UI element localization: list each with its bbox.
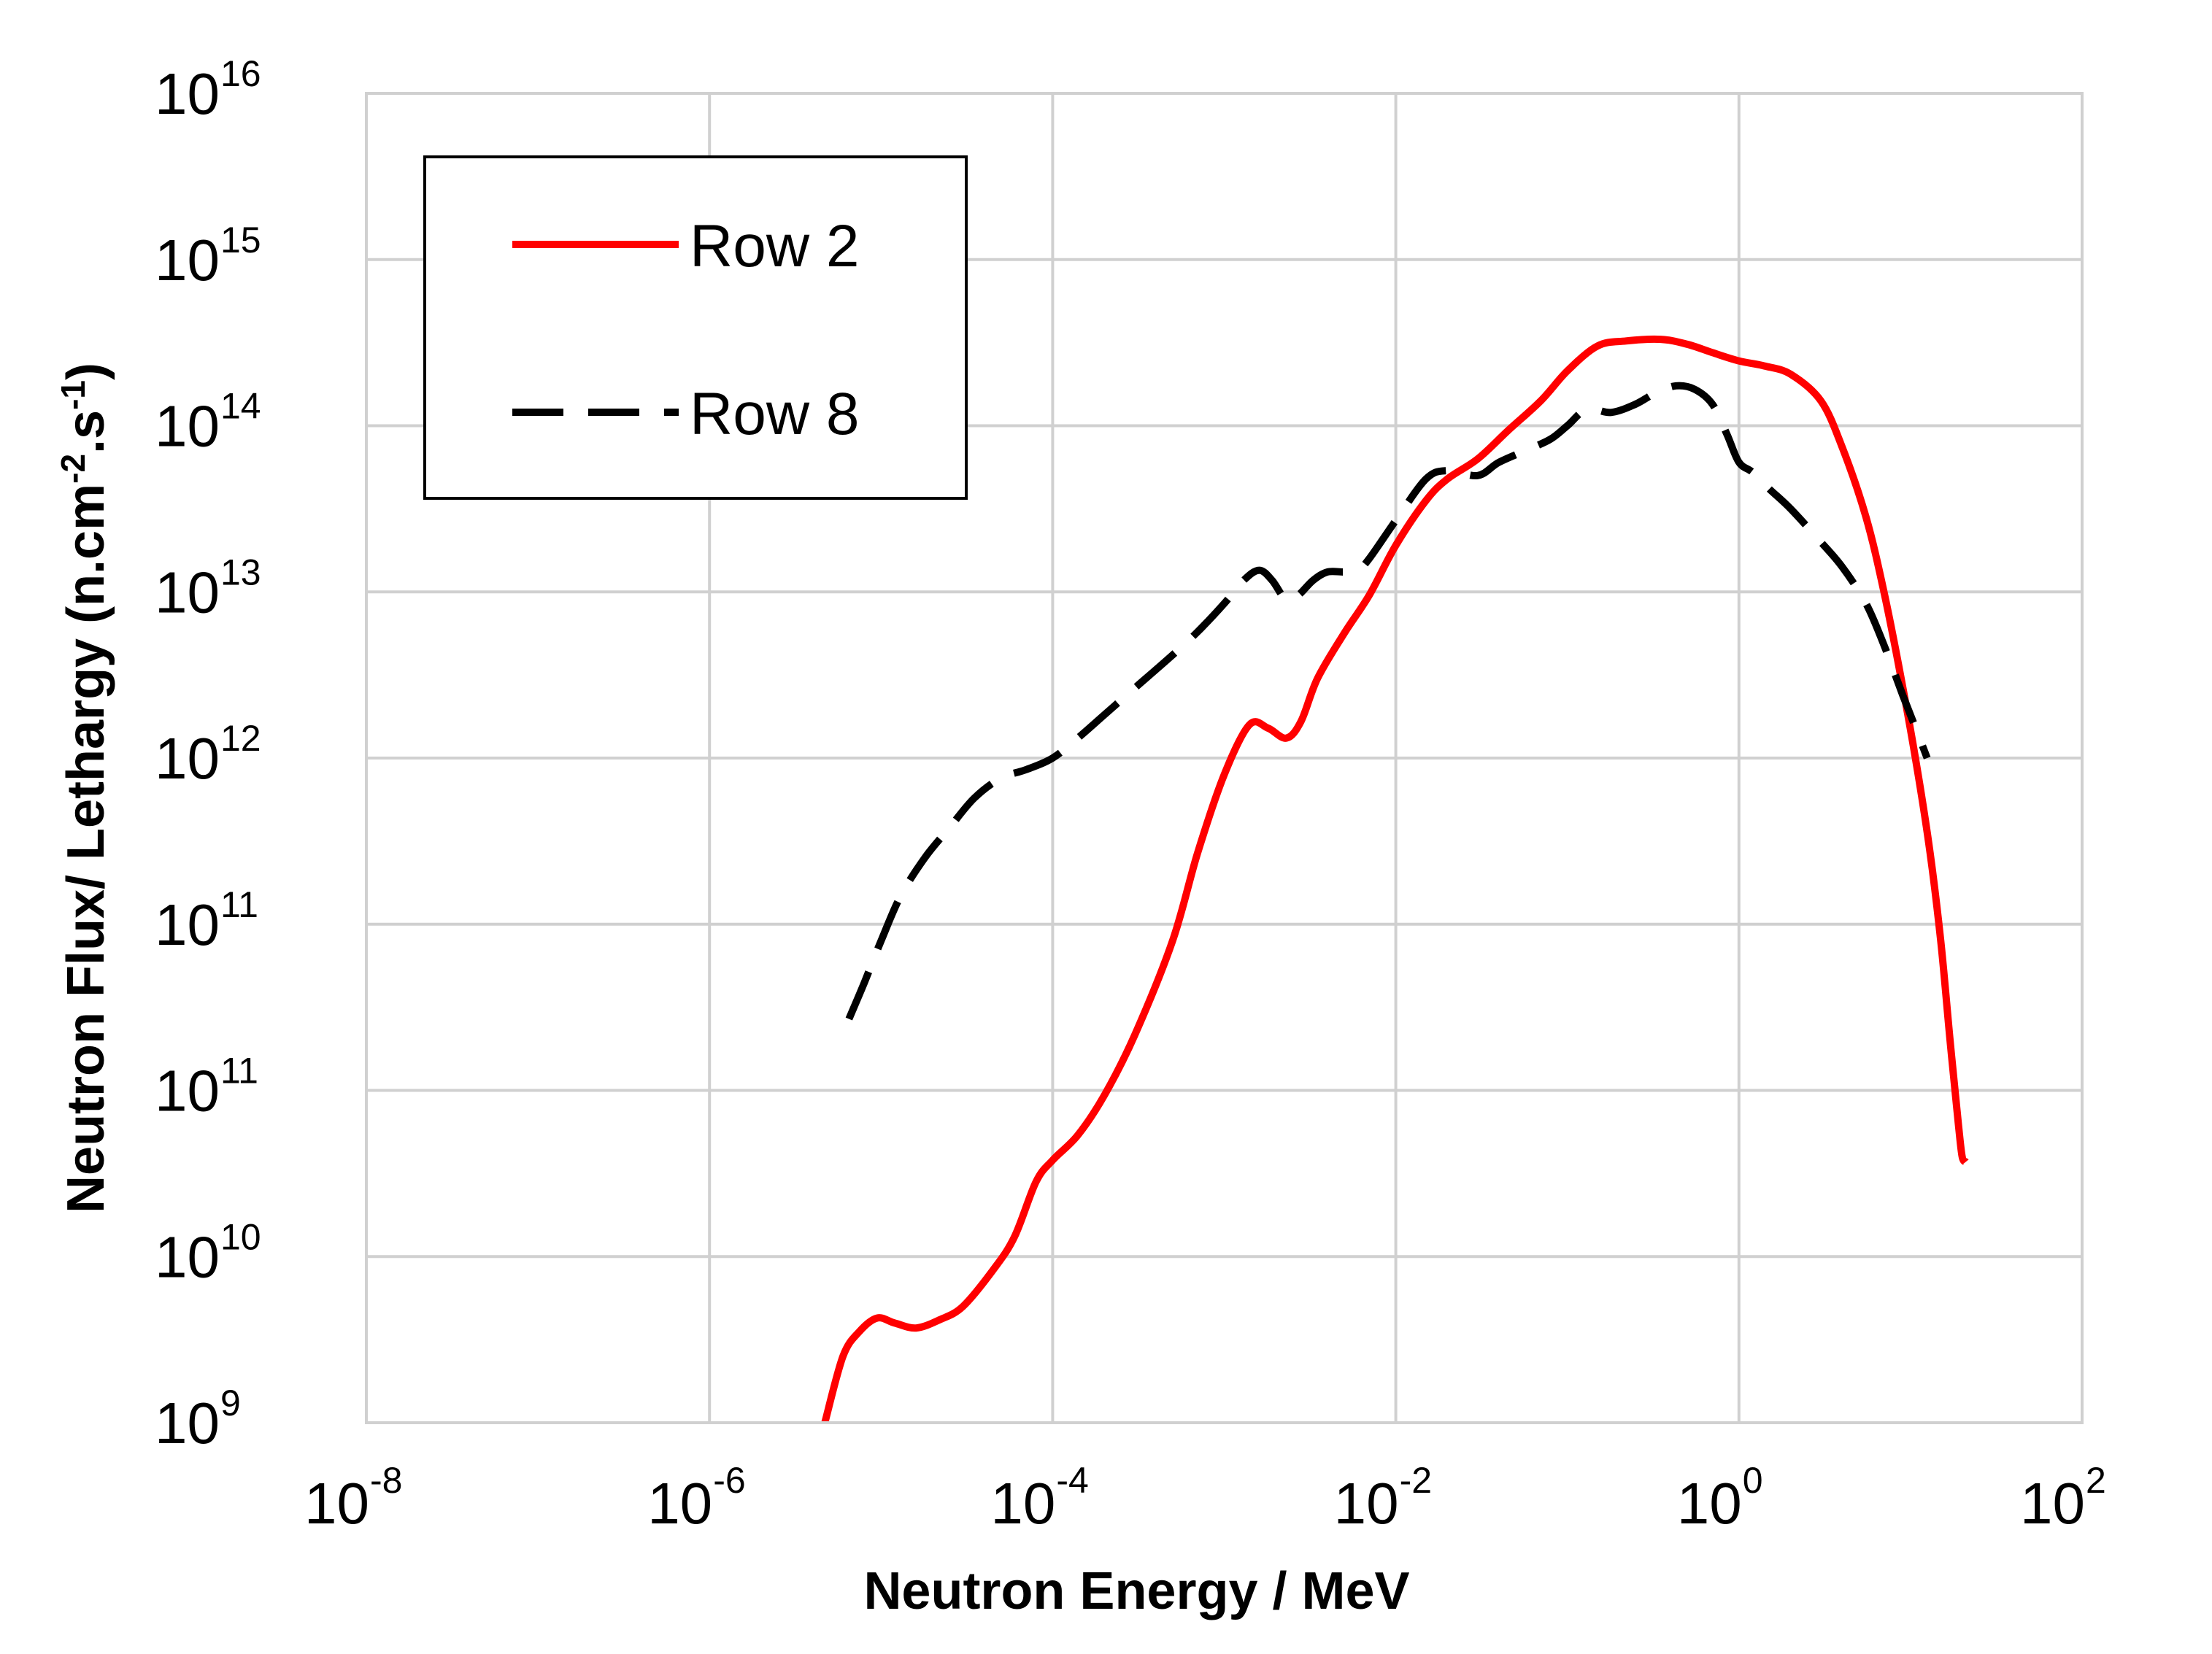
y-tick-exponent: 12 [220,718,261,759]
x-tick-exponent: -8 [370,1460,402,1501]
neutron-flux-chart: 10 910 1010 1110 1110 1210 1310 1410 1510 16 10 -8… [0,0,2212,1654]
x-tick-exponent: -2 [1400,1460,1432,1501]
y-tick-exponent: 11 [220,1051,258,1091]
y-tick-exponent: 9 [220,1383,241,1423]
x-tick-exponent: 2 [2086,1460,2106,1501]
x-tick-base: 10 [647,1471,712,1536]
y-tick-exponent: 10 [220,1216,261,1257]
x-tick-exponent: -4 [1056,1460,1088,1501]
y-tick-exponent: 15 [220,220,261,260]
y-tick-base: 10 [155,61,220,126]
x-axis-title: Neutron Energy / MeV [863,1562,1409,1620]
x-tick-exponent: -6 [713,1460,745,1501]
y-tick-exponent: 16 [220,53,261,94]
y-tick-base: 10 [155,1059,220,1124]
x-tick-base: 10 [304,1471,369,1536]
y-tick-exponent: 11 [220,884,258,925]
y-tick-exponent: 14 [220,386,261,427]
x-tick-base: 10 [2020,1471,2085,1536]
y-axis-title: Neutron Flux/ Lethargy (n.cm-2.s-1) [54,363,115,1213]
legend-label: Row 2 [690,213,859,279]
x-tick-base: 10 [990,1471,1055,1536]
chart: 10 9 10 10 10 11 10 11 10 12 10 13 10 14 10 15 10 16 10 -8… [0,0,2212,1654]
y-tick-base: 10 [155,394,220,459]
y-tick-base: 10 [155,560,220,625]
legend-label: Row 8 [690,381,859,447]
y-tick-base: 10 [155,1224,220,1289]
y-tick-exponent: 13 [220,552,261,592]
x-tick-exponent: 0 [1743,1460,1763,1501]
x-tick-base: 10 [1677,1471,1742,1536]
x-tick-base: 10 [1334,1471,1399,1536]
chart-background [0,0,2212,1654]
y-tick-base: 10 [155,726,220,791]
y-tick-base: 10 [155,1391,220,1456]
legend: Row 2 Row 8 [425,157,966,498]
y-tick-base: 10 [155,892,220,957]
y-tick-base: 10 [155,228,220,293]
